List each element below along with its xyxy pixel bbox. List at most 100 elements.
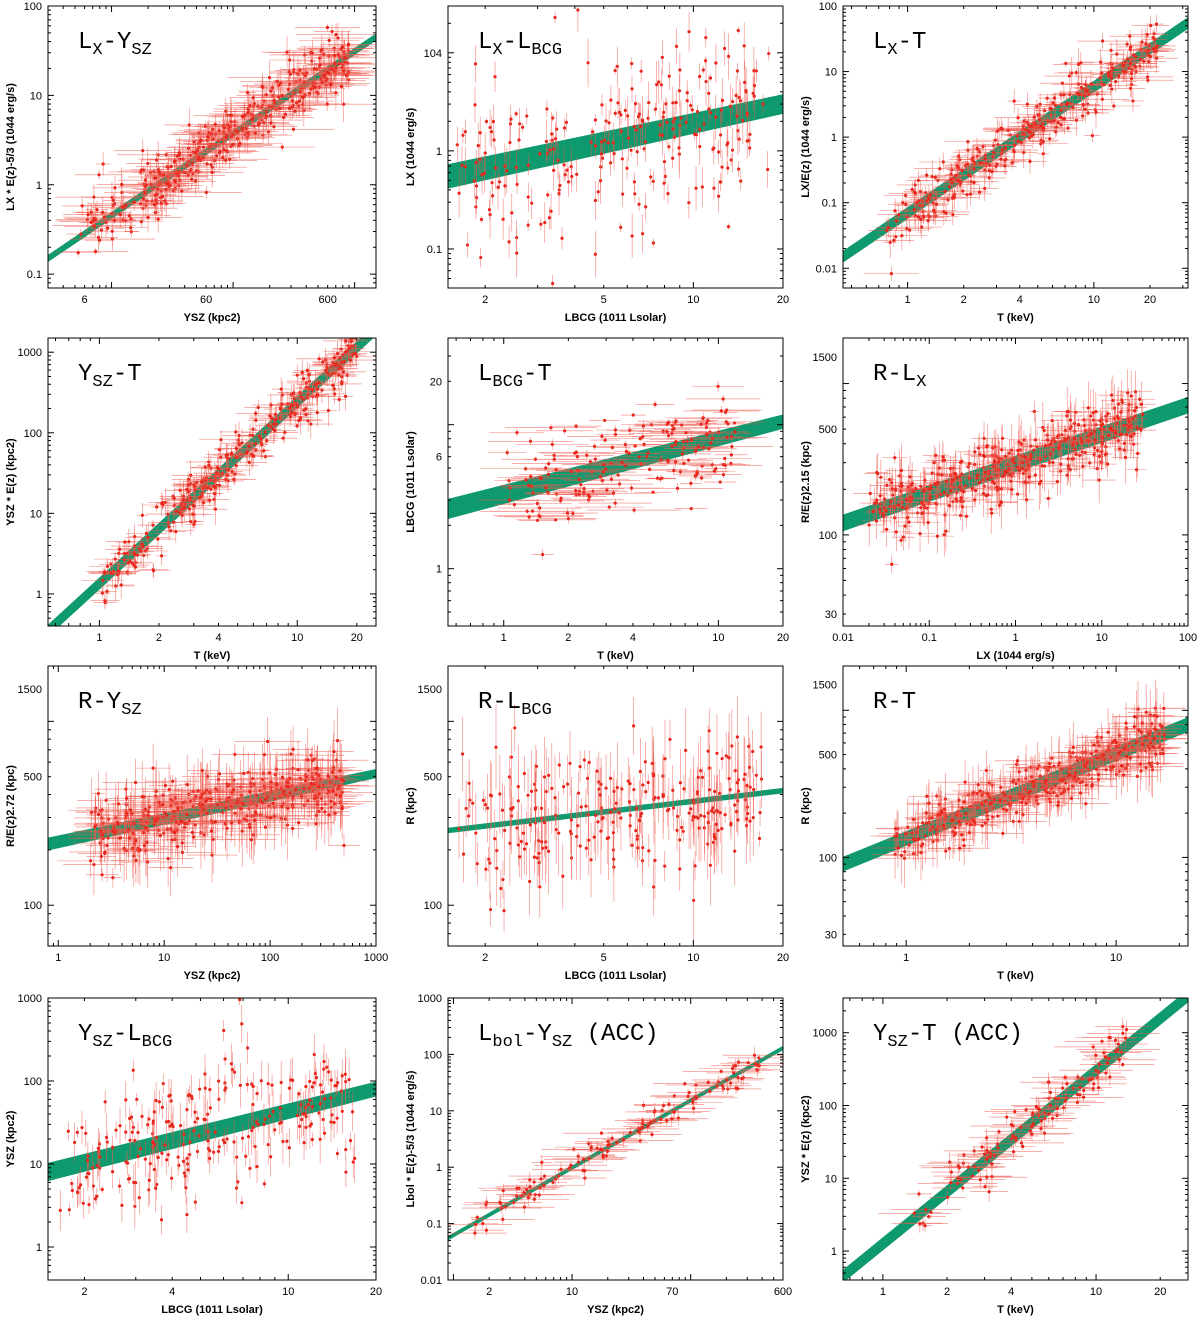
data-point <box>310 1081 314 1093</box>
data-point <box>269 390 295 418</box>
data-points <box>863 14 1178 281</box>
data-point <box>76 777 107 847</box>
data-point <box>182 1121 186 1148</box>
plot-frame <box>842 665 1189 947</box>
data-point <box>531 1161 591 1177</box>
data-point <box>882 452 908 464</box>
data-point <box>222 1019 226 1042</box>
data-point <box>141 162 193 172</box>
data-point <box>584 838 588 858</box>
data-point <box>502 889 506 933</box>
data-point <box>661 104 665 130</box>
data-point <box>890 216 930 244</box>
data-point <box>198 788 254 827</box>
x-axis-label: T (keV) <box>997 312 1034 324</box>
data-point <box>1022 105 1047 129</box>
data-point <box>1055 411 1069 459</box>
data-point <box>647 81 651 124</box>
data-point <box>521 822 525 845</box>
data-point <box>90 222 125 234</box>
data-point <box>273 755 318 825</box>
data-point <box>905 515 935 552</box>
data-point <box>117 1178 122 1194</box>
data-point <box>656 773 661 823</box>
data-point <box>588 1142 628 1148</box>
data-point <box>139 801 170 848</box>
data-point <box>75 809 115 845</box>
data-point <box>348 1131 353 1150</box>
data-point <box>1046 1101 1069 1115</box>
plot-frame <box>447 997 784 1281</box>
data-point <box>1078 747 1130 772</box>
data-point <box>323 1085 327 1112</box>
data-point <box>695 104 700 119</box>
data-point <box>592 820 596 854</box>
data-point <box>678 52 682 88</box>
data-point <box>577 465 634 473</box>
data-point <box>484 857 488 882</box>
data-point <box>989 1110 1025 1124</box>
y-axis-label: LX/E(z) (1044 erg/s) <box>800 96 812 198</box>
data-points <box>448 1046 783 1240</box>
data-point <box>733 816 737 886</box>
data-point <box>691 408 762 412</box>
data-point <box>212 446 240 464</box>
data-point <box>1077 110 1088 122</box>
data-point <box>1015 744 1037 796</box>
data-point <box>132 1163 136 1201</box>
data-point <box>125 522 171 553</box>
data-point <box>1062 788 1109 820</box>
data-point <box>561 843 565 909</box>
data-point <box>507 225 511 259</box>
data-point <box>657 439 695 444</box>
data-point <box>754 59 758 83</box>
data-point <box>880 512 913 552</box>
data-point <box>671 765 675 816</box>
data-point <box>95 152 111 176</box>
data-point <box>493 61 497 93</box>
data-point <box>265 76 312 103</box>
data-point <box>81 568 124 593</box>
data-point <box>530 187 534 219</box>
data-point <box>938 452 973 495</box>
data-point <box>199 781 268 798</box>
data-point <box>310 1132 314 1147</box>
data-point <box>472 163 476 199</box>
data-point <box>894 494 924 550</box>
data-point <box>905 212 952 229</box>
data-point <box>533 771 537 847</box>
y-tick-label: 100 <box>819 852 837 864</box>
data-point <box>217 1086 221 1112</box>
data-point <box>1097 729 1141 778</box>
data-point <box>674 506 708 511</box>
data-point <box>180 140 218 175</box>
data-point <box>67 825 138 845</box>
data-point <box>985 476 1018 530</box>
data-point <box>287 1074 291 1102</box>
data-point <box>743 778 747 822</box>
data-point <box>908 173 962 181</box>
x-tick-label: 10 <box>566 1286 578 1298</box>
data-point <box>1109 30 1151 43</box>
data-point <box>953 486 974 497</box>
data-point <box>271 377 291 401</box>
x-tick-label: 60 <box>200 294 212 306</box>
data-point <box>643 741 647 783</box>
data-point <box>515 518 596 522</box>
data-point <box>684 114 688 130</box>
data-point <box>118 1107 122 1145</box>
data-point <box>1047 116 1069 129</box>
data-point <box>1090 1064 1122 1082</box>
data-point <box>560 226 564 250</box>
data-point <box>902 804 933 860</box>
data-points <box>878 1017 1160 1233</box>
y-tick-label: 30 <box>825 609 837 621</box>
data-point <box>714 781 718 867</box>
data-point <box>931 796 994 820</box>
panel-title: Lbol-YSZ (ACC) <box>478 1021 659 1052</box>
data-point <box>635 1111 709 1126</box>
data-point <box>106 528 152 555</box>
data-point <box>152 1149 156 1190</box>
data-point <box>503 513 555 521</box>
y-tick-label: 100 <box>24 428 42 440</box>
